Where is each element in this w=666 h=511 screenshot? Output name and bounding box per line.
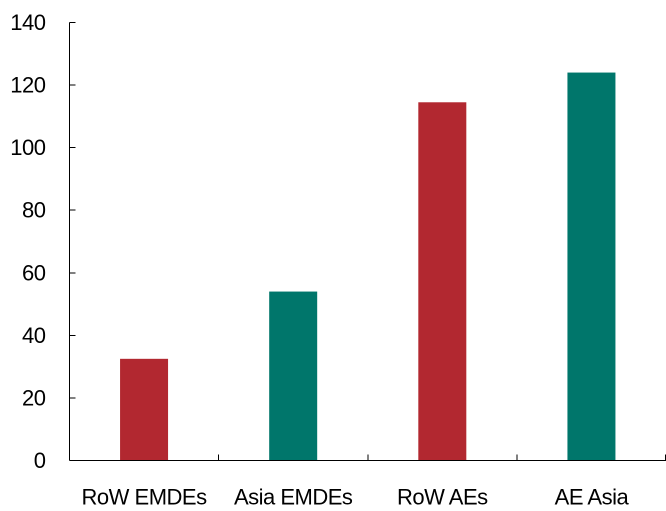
x-axis: RoW EMDEs Asia EMDEs RoW AEs AE Asia xyxy=(69,454,666,510)
y-tick-label: 100 xyxy=(10,135,45,160)
y-tick-label: 40 xyxy=(22,323,46,348)
y-tick-label: 140 xyxy=(10,10,45,35)
y-tick-label: 20 xyxy=(22,385,46,410)
x-tick-label: AE Asia xyxy=(555,485,630,510)
bars-group xyxy=(120,72,616,461)
y-tick-label: 60 xyxy=(22,260,46,285)
bar xyxy=(418,102,467,461)
y-tick-label: 80 xyxy=(22,198,46,223)
x-tick-label: RoW AEs xyxy=(397,485,488,510)
x-tick-label: Asia EMDEs xyxy=(234,485,353,510)
bar xyxy=(120,358,169,461)
bar xyxy=(269,291,318,461)
bar xyxy=(567,72,616,461)
y-tick-label: 120 xyxy=(10,73,45,98)
y-tick-label: 0 xyxy=(34,448,46,473)
y-axis: 0 20 40 60 80 100 120 140 xyxy=(10,10,76,473)
x-tick-label: RoW EMDEs xyxy=(82,485,208,510)
